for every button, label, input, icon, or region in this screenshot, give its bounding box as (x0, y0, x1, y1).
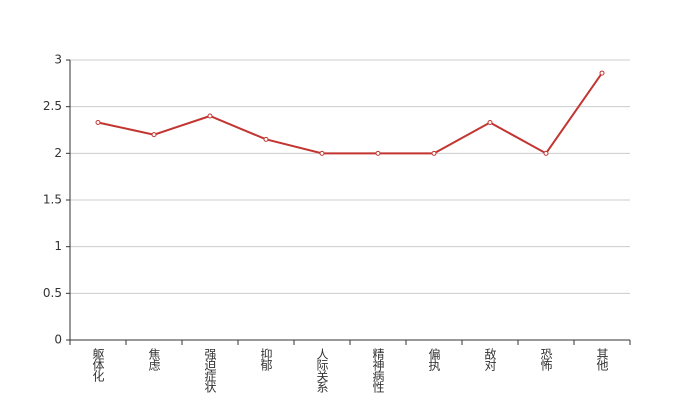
y-tick-label: 2.5 (43, 99, 62, 113)
y-tick-label: 3 (54, 53, 62, 67)
point (95, 120, 101, 126)
x-tick-label: 偏执 (427, 347, 441, 372)
point (263, 136, 269, 142)
x-tick-label: 恐怖 (539, 348, 553, 371)
x-tick-label: 敌对 (483, 347, 497, 371)
point (487, 120, 493, 126)
y-tick-label: 0.5 (43, 286, 62, 300)
y-tick-label: 0 (54, 333, 62, 347)
y-tick-label: 2 (54, 146, 62, 160)
y-tick-label: 1 (54, 239, 62, 253)
x-tick-label: 抑郁 (259, 347, 273, 372)
point (207, 113, 213, 119)
x-tick-label: 其他 (595, 348, 609, 371)
x-tick-label: 精神病性 (371, 348, 385, 394)
x-tick-label: 躯体化 (91, 347, 105, 383)
point (543, 150, 549, 156)
point (319, 150, 325, 156)
x-tick-label: 焦虑 (147, 348, 161, 371)
x-tick-label: 强迫症状 (203, 348, 217, 393)
y-tick-label: 1.5 (43, 193, 62, 207)
point (151, 132, 157, 138)
x-tick-label: 人际关系 (315, 348, 329, 393)
line (97, 72, 603, 155)
point (431, 150, 437, 156)
point (599, 70, 605, 76)
point (375, 150, 381, 156)
